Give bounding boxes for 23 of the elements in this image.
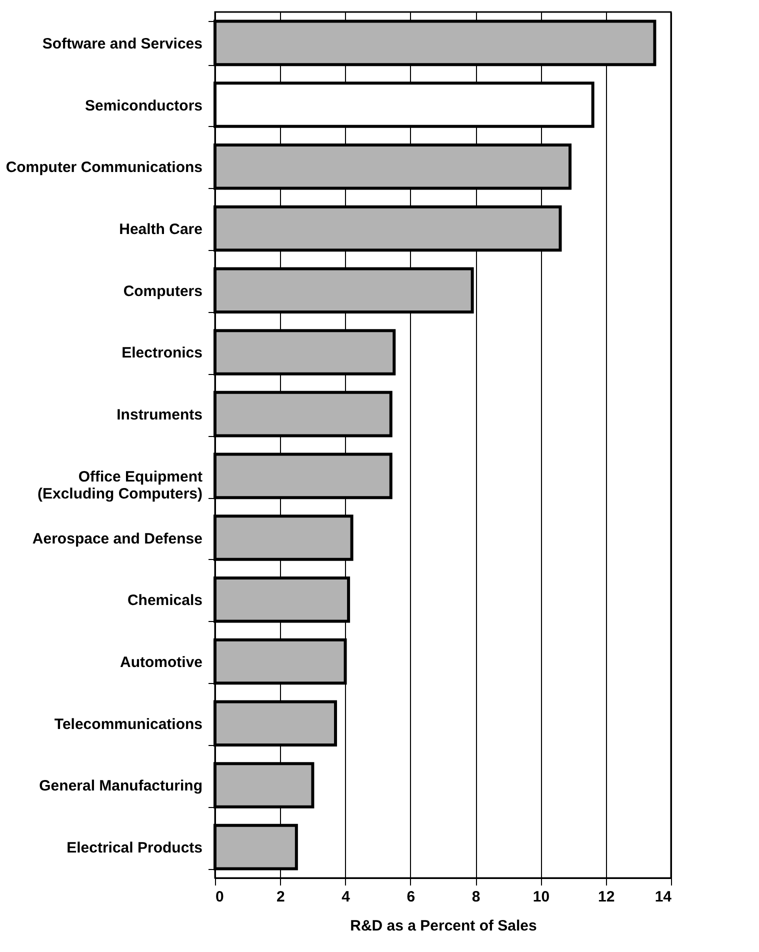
x-tick-label: 14 xyxy=(654,888,672,906)
x-tick-label: 4 xyxy=(342,888,351,906)
y-tick-label: Computers xyxy=(123,282,202,300)
x-axis-title: R&D as a Percent of Sales xyxy=(350,918,537,934)
y-tick-label: General Manufacturing xyxy=(39,778,202,795)
y-tick-label: Computer Communications xyxy=(6,159,202,176)
x-tick-label: 0 xyxy=(216,888,224,906)
y-tick-label: Chemicals xyxy=(127,592,202,610)
x-tick-label: 10 xyxy=(532,888,550,906)
y-tick-label: Electrical Products xyxy=(66,840,202,857)
y-tick-label: Instruments xyxy=(116,406,202,424)
y-tick-label: Electronics xyxy=(122,344,202,362)
x-tick-label: 6 xyxy=(406,888,416,906)
y-tick-label: Health Care xyxy=(119,221,202,238)
x-tick-label: 2 xyxy=(276,888,285,906)
y-tick-label: Office Equipment (Excluding Computers) xyxy=(37,468,202,502)
y-tick-label: Aerospace and Defense xyxy=(32,530,202,548)
x-tick-label: 12 xyxy=(598,888,615,906)
y-tick-label: Software and Services xyxy=(42,35,202,52)
y-tick-label: Semiconductors xyxy=(84,97,202,114)
y-tick-label: Telecommunications xyxy=(54,716,202,733)
y-tick-label: Automotive xyxy=(120,654,202,671)
x-tick-label: 8 xyxy=(472,888,480,906)
